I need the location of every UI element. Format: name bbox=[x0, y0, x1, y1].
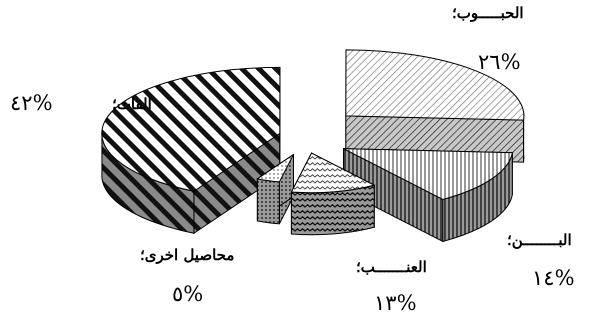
pie-slice-top bbox=[256, 154, 294, 183]
slice-label-value: %٢٦ bbox=[478, 50, 521, 74]
pie-slice-3 bbox=[256, 153, 294, 225]
pie-slice-top bbox=[290, 152, 376, 194]
pie-slice-rim bbox=[256, 178, 280, 225]
pie-slice-2 bbox=[290, 152, 376, 236]
slice-label-name: البــــــــن؛ bbox=[507, 231, 572, 249]
pie-slice-top bbox=[343, 148, 513, 200]
pie-slices bbox=[101, 49, 525, 243]
slice-label-value: %١٣ bbox=[374, 291, 417, 315]
pie-slice-top bbox=[101, 66, 281, 192]
slice-label-name: القات؛ bbox=[112, 95, 152, 113]
slice-label-name: محاصيل اخرى؛ bbox=[140, 246, 235, 264]
pie-slice-4 bbox=[101, 66, 281, 235]
slice-label-name: الحبـــــوب؛ bbox=[452, 4, 524, 22]
pie-slice-top bbox=[345, 49, 525, 121]
pie-slice-1 bbox=[343, 147, 513, 243]
slice-label-name: العنـــــــب؛ bbox=[356, 258, 427, 276]
slice-label-value: %٤٢ bbox=[10, 91, 53, 115]
slice-label-value: %٥ bbox=[172, 282, 204, 306]
slice-label-value: %١٤ bbox=[532, 266, 575, 290]
